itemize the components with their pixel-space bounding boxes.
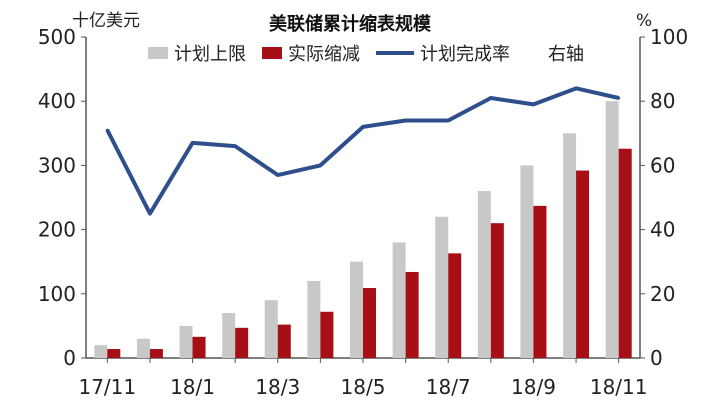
bars: [94, 101, 632, 358]
rate-line: [105, 86, 620, 216]
bar-actual: [576, 170, 590, 358]
legend-right-axis-note: 右轴: [548, 44, 584, 65]
left-tick-label: 100: [38, 282, 76, 306]
chart-title: 美联储累计缩表规模: [269, 13, 432, 35]
x-tick-label: 17/11: [78, 375, 136, 399]
left-tick-label: 400: [38, 89, 76, 113]
legend-swatch-actual: [262, 47, 282, 59]
right-tick-label: 80: [650, 89, 675, 113]
rate-point: [105, 128, 109, 132]
rate-point: [148, 212, 152, 216]
bar-actual: [618, 148, 632, 358]
bar-actual: [448, 253, 462, 358]
bar-actual: [363, 288, 376, 358]
legend-swatch-plan: [148, 47, 168, 59]
bar-actual: [149, 349, 163, 358]
bar-plan: [605, 101, 619, 358]
bar-actual: [405, 271, 419, 358]
bar-plan: [94, 345, 108, 358]
rate-point: [404, 118, 408, 122]
rate-point: [531, 102, 535, 106]
bar-plan: [520, 165, 534, 358]
right-tick-label: 20: [650, 282, 675, 306]
left-tick-label: 300: [38, 153, 76, 177]
right-tick-label: 100: [650, 25, 688, 49]
x-tick-label: 18/11: [590, 375, 648, 399]
bar-actual: [533, 205, 547, 358]
right-tick-label: 0: [650, 346, 663, 370]
bar-plan: [477, 191, 491, 358]
rate-point: [489, 96, 493, 100]
rate-point: [361, 125, 365, 129]
bar-plan: [307, 280, 321, 358]
bar-actual: [235, 327, 249, 358]
right-axis-unit: %: [636, 11, 652, 31]
rate-point: [318, 163, 322, 167]
x-tick-label: 18/9: [511, 375, 556, 399]
bar-plan: [222, 313, 236, 358]
right-tick-label: 60: [650, 153, 675, 177]
left-tick-label: 0: [63, 346, 76, 370]
x-tick-label: 18/5: [341, 375, 386, 399]
legend-label-plan: 计划上限: [174, 44, 246, 65]
bar-plan: [350, 261, 363, 358]
rate-point: [617, 96, 621, 100]
x-tick-label: 18/7: [426, 375, 471, 399]
rate-point: [276, 173, 280, 177]
rate-line-group: [105, 86, 621, 216]
bar-plan: [435, 216, 449, 358]
bar-actual: [490, 223, 504, 358]
rate-point: [574, 86, 578, 90]
rate-point: [233, 144, 237, 148]
x-tick-label: 18/3: [255, 375, 300, 399]
bar-plan: [264, 300, 278, 358]
bar-actual: [277, 324, 291, 358]
bar-actual: [192, 336, 206, 358]
bar-plan: [563, 133, 577, 358]
left-tick-label: 200: [38, 218, 76, 242]
legend: 计划上限 实际缩减 计划完成率 右轴: [148, 44, 584, 65]
rate-point: [446, 118, 450, 122]
right-tick-label: 40: [650, 218, 675, 242]
left-tick-label: 500: [38, 25, 76, 49]
legend-label-rate: 计划完成率: [420, 44, 510, 65]
bar-actual: [107, 349, 121, 358]
bar-plan: [179, 325, 193, 358]
bar-actual: [320, 311, 334, 358]
left-axis-unit: 十亿美元: [72, 11, 140, 31]
x-tick-label: 18/1: [170, 375, 215, 399]
bar-plan: [136, 338, 150, 358]
bar-plan: [392, 242, 406, 358]
rate-point: [191, 141, 195, 145]
legend-label-actual: 实际缩减: [288, 44, 360, 65]
